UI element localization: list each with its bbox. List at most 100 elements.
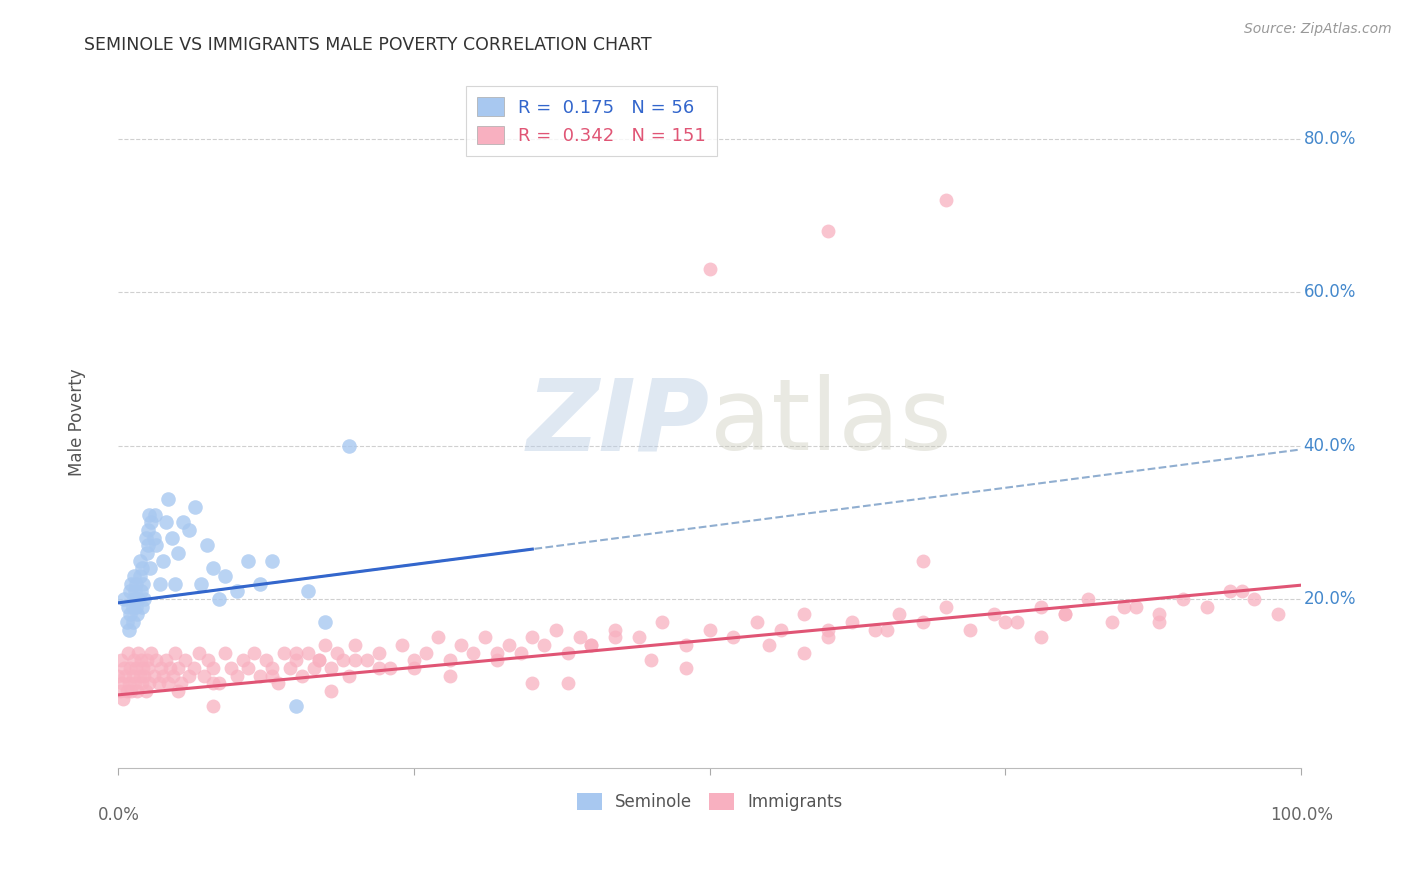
Point <box>337 668 360 682</box>
Point <box>120 684 142 698</box>
Point <box>157 676 180 690</box>
Point <box>125 576 148 591</box>
Point <box>112 661 135 675</box>
Point <box>172 516 194 530</box>
Point <box>308 653 330 667</box>
Text: 60.0%: 60.0% <box>1303 283 1355 301</box>
Point <box>219 661 242 675</box>
Point <box>166 661 188 675</box>
Point <box>149 576 172 591</box>
Point <box>136 523 159 537</box>
Point <box>581 638 603 652</box>
Point <box>120 584 142 599</box>
Point <box>141 646 163 660</box>
Point <box>1053 607 1076 622</box>
Point <box>127 591 149 606</box>
Point <box>125 661 148 675</box>
Point <box>155 653 177 667</box>
Point <box>627 630 650 644</box>
Point <box>108 684 131 698</box>
Point <box>343 638 366 652</box>
Point <box>415 646 437 660</box>
Point <box>1077 591 1099 606</box>
Point <box>184 500 207 514</box>
Legend: Seminole, Immigrants: Seminole, Immigrants <box>571 787 849 818</box>
Point <box>1101 615 1123 629</box>
Point <box>143 508 166 522</box>
Point <box>124 584 146 599</box>
Point <box>173 653 195 667</box>
Point <box>125 599 148 614</box>
Point <box>1125 599 1147 614</box>
Point <box>522 630 544 644</box>
Point <box>651 615 673 629</box>
Point <box>120 576 142 591</box>
Point <box>254 653 277 667</box>
Point <box>533 638 555 652</box>
Point <box>122 591 145 606</box>
Point <box>994 615 1017 629</box>
Point <box>159 661 181 675</box>
Point <box>162 668 184 682</box>
Point <box>165 576 187 591</box>
Point <box>238 554 260 568</box>
Point <box>160 531 183 545</box>
Point <box>127 684 149 698</box>
Text: 80.0%: 80.0% <box>1303 130 1355 148</box>
Point <box>1147 615 1170 629</box>
Point <box>208 591 231 606</box>
Point <box>214 646 236 660</box>
Point <box>183 661 205 675</box>
Point <box>131 599 153 614</box>
Point <box>166 546 188 560</box>
Text: atlas: atlas <box>710 374 952 471</box>
Point <box>793 646 815 660</box>
Point <box>745 615 768 629</box>
Point <box>699 623 721 637</box>
Point <box>124 676 146 690</box>
Point <box>110 653 132 667</box>
Point <box>141 516 163 530</box>
Point <box>127 607 149 622</box>
Point <box>308 653 330 667</box>
Point <box>121 599 143 614</box>
Point <box>121 668 143 682</box>
Point <box>149 661 172 675</box>
Point <box>107 668 129 682</box>
Point <box>278 661 301 675</box>
Point <box>332 653 354 667</box>
Point <box>356 653 378 667</box>
Point <box>262 668 284 682</box>
Point <box>148 676 170 690</box>
Point <box>314 615 336 629</box>
Point <box>699 262 721 277</box>
Point <box>262 661 284 675</box>
Point <box>142 668 165 682</box>
Point <box>115 615 138 629</box>
Point <box>675 661 697 675</box>
Point <box>284 653 307 667</box>
Point <box>404 653 426 667</box>
Point <box>817 623 839 637</box>
Point <box>911 615 934 629</box>
Text: 40.0%: 40.0% <box>1303 436 1355 455</box>
Point <box>128 569 150 583</box>
Point <box>122 569 145 583</box>
Point <box>1230 584 1253 599</box>
Point <box>817 630 839 644</box>
Point <box>120 607 142 622</box>
Point <box>132 576 155 591</box>
Point <box>138 676 160 690</box>
Point <box>522 676 544 690</box>
Point <box>876 623 898 637</box>
Point <box>190 576 212 591</box>
Point <box>120 661 142 675</box>
Point <box>179 668 201 682</box>
Text: 100.0%: 100.0% <box>1270 805 1333 823</box>
Point <box>145 653 167 667</box>
Point <box>157 492 180 507</box>
Point <box>267 676 290 690</box>
Point <box>887 607 910 622</box>
Point <box>557 676 579 690</box>
Point <box>135 546 157 560</box>
